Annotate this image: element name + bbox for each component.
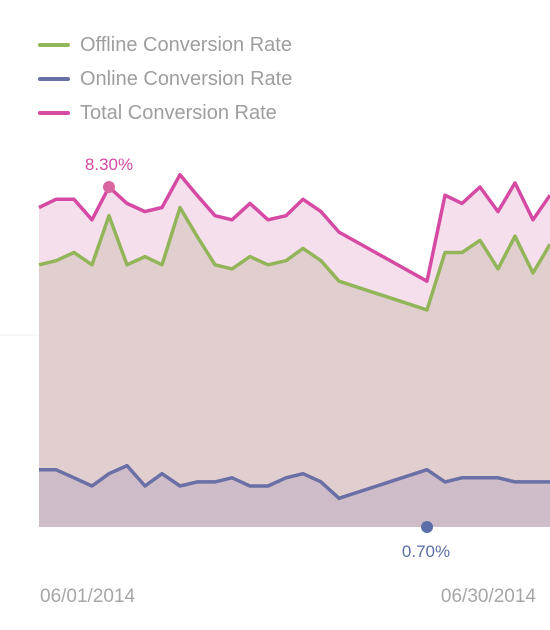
legend: Offline Conversion Rate Online Conversio… xyxy=(38,28,292,130)
legend-swatch-total xyxy=(38,111,70,115)
marker-layer xyxy=(103,181,433,533)
legend-label-total: Total Conversion Rate xyxy=(80,101,277,124)
legend-item-total[interactable]: Total Conversion Rate xyxy=(38,96,292,130)
peak-marker[interactable] xyxy=(103,181,115,193)
min-label: 0.70% xyxy=(402,542,450,561)
legend-swatch-online xyxy=(38,77,70,81)
legend-item-offline[interactable]: Offline Conversion Rate xyxy=(38,28,292,62)
legend-label-online: Online Conversion Rate xyxy=(80,67,293,90)
x-tick-label-start: 06/01/2014 xyxy=(40,586,136,607)
legend-item-online[interactable]: Online Conversion Rate xyxy=(38,62,292,96)
area-layer xyxy=(39,174,550,527)
legend-swatch-offline xyxy=(38,43,70,47)
line-online-conversion-rate[interactable] xyxy=(39,463,550,501)
peak-label: 8.30% xyxy=(85,155,133,174)
area-online-conversion-rate xyxy=(39,465,550,527)
area-offline-conversion-rate xyxy=(39,207,550,527)
legend-label-offline: Offline Conversion Rate xyxy=(80,33,292,56)
x-tick-label-end: 06/30/2014 xyxy=(441,586,537,607)
min-marker[interactable] xyxy=(421,521,433,533)
line-offline-conversion-rate[interactable] xyxy=(38,205,550,312)
